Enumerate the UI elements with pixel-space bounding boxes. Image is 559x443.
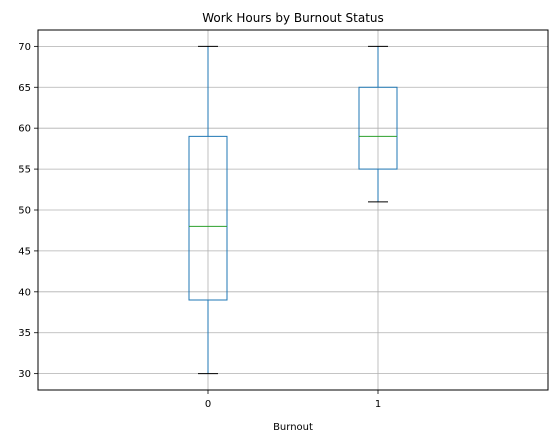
x-tick-label: 0 [205,399,211,410]
y-axis-ticks: 30 35 40 45 50 55 60 65 70 [18,42,38,380]
grid-lines [38,30,548,390]
x-axis-label: Burnout [273,422,313,433]
y-tick-label: 70 [18,42,31,53]
y-tick-label: 35 [18,328,31,339]
y-tick-label: 30 [18,369,31,380]
y-tick-label: 55 [18,165,31,176]
x-tick-label: 1 [375,399,381,410]
y-tick-label: 60 [18,124,31,135]
chart-title: Work Hours by Burnout Status [202,11,384,25]
y-tick-label: 40 [18,287,31,298]
y-tick-label: 50 [18,206,31,217]
y-tick-label: 45 [18,246,31,257]
y-tick-label: 65 [18,83,31,94]
